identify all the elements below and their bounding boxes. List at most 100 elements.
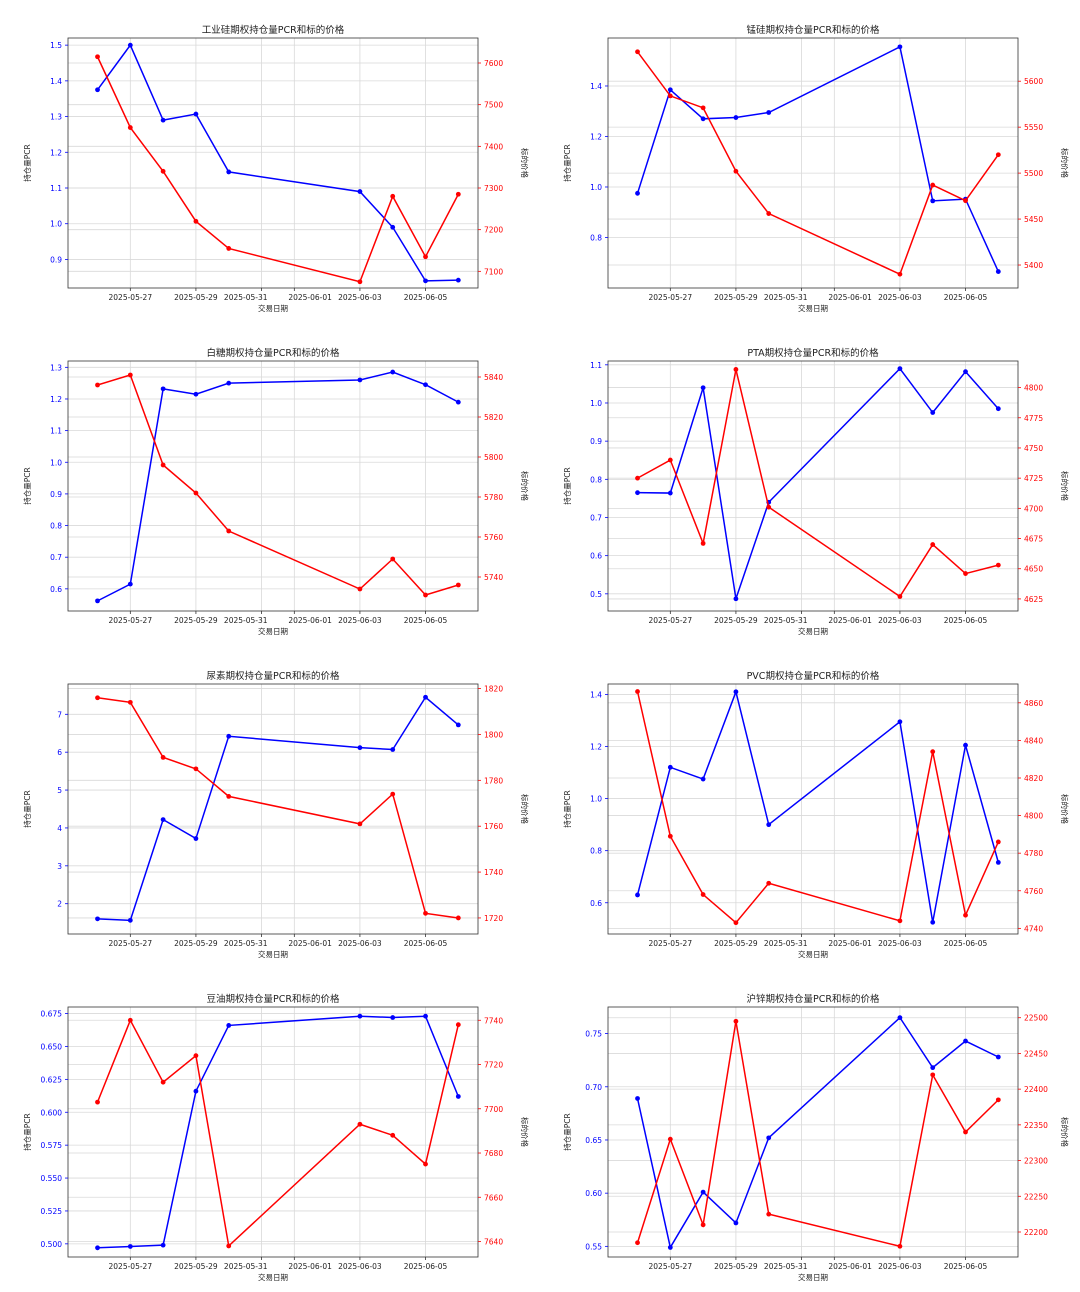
y-left-tick-label: 4 [57, 824, 62, 833]
price-point [95, 695, 100, 701]
pcr-point [455, 1094, 461, 1099]
price-point [226, 1243, 232, 1249]
plot-frame [67, 360, 479, 612]
pcr-point [226, 169, 232, 175]
y-right-tick-label: 7660 [484, 1193, 503, 1202]
y-right-axis-label: 标的价格 [520, 148, 530, 178]
x-tick-label: 2025-05-27 [649, 616, 693, 625]
x-tick-label: 2025-05-29 [714, 1262, 758, 1271]
price-series-line [96, 1018, 460, 1248]
y-right-axis-label: 标的价格 [1060, 148, 1070, 178]
y-left-axis-label: 持仓量PCR [562, 144, 572, 181]
y-right-tick-label: 7100 [484, 267, 503, 276]
price-point [193, 218, 199, 224]
pcr-point [897, 366, 903, 372]
pcr-point [226, 1023, 232, 1028]
pcr-point [995, 859, 1001, 865]
price-series-line [636, 51, 999, 276]
x-tick-label: 2025-05-27 [109, 616, 153, 625]
x-tick-label: 2025-05-31 [224, 616, 268, 625]
price-series-line [97, 374, 459, 596]
y-right-tick-label: 5840 [484, 373, 503, 382]
price-point [733, 168, 739, 174]
x-tick-label: 2025-06-03 [338, 1262, 382, 1271]
price-point [667, 457, 673, 463]
price-point [160, 168, 166, 174]
y-left-tick-label: 0.75 [585, 1030, 602, 1039]
price-point [766, 1211, 772, 1217]
price-point [127, 699, 133, 705]
y-left-tick-label: 0.6 [50, 585, 62, 594]
price-point [733, 1018, 739, 1024]
y-left-tick-label: 0.675 [41, 1010, 63, 1019]
pcr-point [193, 391, 199, 397]
pcr-point [700, 776, 706, 782]
y-right-tick-label: 7500 [484, 101, 503, 110]
y-left-tick-label: 1.2 [50, 148, 62, 157]
pcr-point [995, 269, 1001, 274]
x-tick-label: 2025-05-29 [714, 293, 758, 302]
price-point [995, 839, 1001, 845]
x-tick-label: 2025-05-29 [174, 939, 218, 948]
x-tick-label: 2025-05-27 [649, 939, 693, 948]
x-tick-label: 2025-05-31 [764, 293, 808, 302]
pcr-point [127, 1244, 133, 1249]
chart-title: PVC期权持仓量PCR和标的价格 [747, 670, 880, 682]
pcr-point [160, 817, 166, 823]
price-point [995, 562, 1001, 568]
y-left-tick-label: 0.575 [41, 1141, 63, 1150]
y-left-tick-label: 1.5 [50, 41, 62, 50]
y-right-tick-label: 4800 [1024, 384, 1043, 393]
chart-panel-3: 白糖期权持仓量PCR和标的价格 2025-05-27 2025-05-29 2025-… [22, 347, 530, 636]
pcr-point [930, 1065, 936, 1071]
pcr-point [733, 596, 739, 602]
price-point [733, 920, 739, 926]
pcr-point [930, 198, 936, 204]
pcr-series-line [97, 371, 459, 602]
pcr-point [667, 764, 673, 770]
x-tick-label: 2025-05-31 [224, 939, 268, 948]
y-left-tick-label: 6 [57, 748, 62, 757]
pcr-point [226, 733, 232, 739]
pcr-point [995, 406, 1001, 412]
pcr-point [390, 1015, 396, 1020]
price-point [766, 880, 772, 886]
pcr-point [127, 42, 133, 48]
y-left-tick-label: 0.9 [590, 437, 602, 446]
y-left-tick-label: 1.2 [50, 395, 62, 404]
x-tick-label: 2025-05-31 [764, 939, 808, 948]
x-tick-label: 2025-05-27 [109, 293, 153, 302]
y-right-tick-label: 1820 [484, 685, 503, 694]
y-right-tick-label: 4780 [1024, 849, 1043, 858]
pcr-point [390, 747, 396, 752]
y-left-axis-label: 持仓量PCR [22, 144, 32, 181]
pcr-point [930, 410, 936, 415]
chart-panel-4: PTA期权持仓量PCR和标的价格 2025-05-27 2025-05-29 2025… [562, 347, 1070, 636]
price-point [127, 372, 133, 378]
chart-title: 沪锌期权持仓量PCR和标的价格 [747, 993, 880, 1005]
price-point [423, 1161, 428, 1167]
price-point [766, 211, 772, 216]
price-series-line [637, 369, 999, 598]
x-tick-label: 2025-05-31 [224, 293, 268, 302]
pcr-point [455, 722, 461, 728]
pcr-point [95, 87, 100, 93]
y-right-tick-label: 4675 [1024, 535, 1043, 544]
y-left-tick-label: 1.4 [590, 690, 602, 699]
y-right-tick-label: 1760 [484, 822, 503, 831]
price-point [700, 892, 706, 897]
pcr-point [95, 1245, 100, 1251]
y-left-tick-label: 0.5 [590, 590, 602, 599]
price-point [930, 542, 936, 547]
y-right-tick-label: 5550 [1024, 123, 1043, 132]
y-right-tick-label: 5740 [484, 573, 503, 582]
price-point [357, 586, 363, 592]
y-right-tick-label: 1720 [484, 914, 503, 923]
x-tick-label: 2025-05-31 [764, 1262, 808, 1271]
price-point [963, 571, 968, 576]
plot-frame [607, 37, 1019, 289]
x-tick-label: 2025-06-05 [404, 939, 448, 948]
y-right-tick-label: 7640 [484, 1238, 503, 1247]
pcr-point [963, 369, 968, 375]
pcr-point [423, 278, 428, 284]
